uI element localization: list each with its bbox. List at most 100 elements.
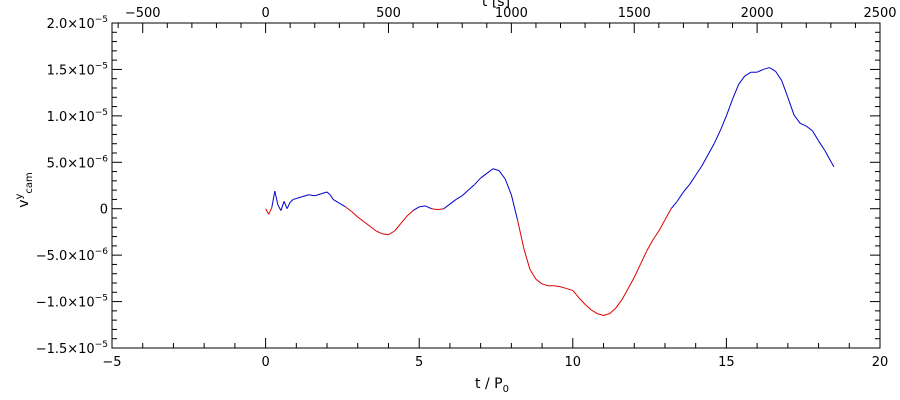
series-segment	[824, 149, 832, 162]
series-segment	[597, 313, 604, 316]
series-segment	[357, 216, 365, 223]
series-segment	[799, 122, 807, 127]
series-segment	[329, 194, 334, 200]
series	[265, 67, 835, 316]
y-tick-label: 0	[100, 203, 108, 218]
series-segment	[707, 143, 715, 156]
series-segment	[308, 194, 315, 197]
y-tick-label: 5.0×10−6	[47, 154, 109, 171]
y-tick-label: −5.0×10−6	[36, 247, 109, 264]
series-segment	[529, 268, 537, 280]
series-segment	[732, 84, 740, 100]
ticks	[111, 22, 881, 349]
series-segment	[793, 114, 801, 124]
series-segment	[277, 204, 282, 211]
series-segment	[615, 299, 623, 309]
series-segment	[664, 208, 672, 221]
series-segment	[566, 288, 573, 291]
series-segment	[560, 286, 567, 290]
series-segment	[584, 303, 592, 311]
x-tick-label: 10	[565, 355, 582, 370]
x-tick-label: 20	[872, 355, 889, 370]
x-tick-label: −5	[102, 355, 121, 370]
series-segment	[818, 140, 826, 151]
top-x-tick-label: 2000	[741, 6, 774, 21]
series-segment	[271, 190, 276, 208]
series-segment	[419, 205, 426, 208]
series-segment	[830, 161, 835, 168]
plot-frame	[111, 22, 881, 349]
top-x-tick-label: 1000	[495, 6, 528, 21]
series-segment	[572, 290, 580, 299]
top-x-axis-title: t [s]	[482, 0, 510, 10]
series-segment	[609, 307, 617, 315]
series-segment	[670, 200, 678, 210]
series-segment	[265, 208, 270, 215]
y-tick-label: −1.5×10−5	[36, 340, 108, 357]
series-segment	[633, 264, 641, 278]
series-segment	[738, 75, 746, 85]
series-segment	[695, 165, 703, 176]
series-segment	[388, 230, 395, 236]
series-segment	[492, 168, 500, 172]
x-axis-title: t / P0	[475, 376, 509, 395]
x-tick-label: 0	[261, 355, 269, 370]
series-segment	[268, 207, 273, 215]
series-segment	[603, 313, 610, 316]
series-segment	[781, 80, 789, 98]
series-segment	[339, 202, 346, 208]
series-segment	[449, 199, 457, 205]
series-segment	[286, 202, 291, 209]
series-segment	[394, 223, 402, 232]
series-segment	[719, 115, 727, 131]
top-x-tick-label: 2500	[863, 6, 896, 21]
series-segment	[468, 184, 475, 191]
series-segment	[787, 97, 795, 116]
series-segment	[775, 71, 783, 81]
series-segment	[646, 240, 654, 252]
series-segment	[627, 277, 635, 289]
series-segment	[811, 130, 819, 142]
series-segment	[296, 196, 303, 199]
series-segment	[363, 221, 371, 227]
series-segment	[314, 193, 322, 197]
y-tick-label: 1.0×10−5	[47, 108, 108, 125]
series-segment	[332, 199, 340, 204]
series-segment	[517, 219, 525, 248]
series-segment	[274, 190, 279, 206]
series-segment	[725, 98, 734, 117]
top-x-tick-label: 1500	[618, 6, 651, 21]
series-segment	[639, 251, 647, 265]
series-segment	[486, 168, 494, 174]
series-segment	[461, 189, 469, 197]
top-x-tick-label: 500	[376, 6, 401, 21]
y-tick-label: 2.0×10−5	[47, 15, 108, 32]
series-segment	[443, 203, 451, 210]
series-segment	[480, 173, 488, 179]
x-tick-label: 5	[415, 355, 423, 370]
top-x-tick-label: −500	[125, 6, 161, 21]
series-segment	[763, 67, 770, 70]
series-segment	[683, 184, 690, 193]
series-segment	[535, 278, 543, 285]
series-segment	[400, 215, 408, 224]
y-axis-title: vycam	[14, 172, 35, 208]
series-segment	[701, 154, 709, 167]
series-segment	[554, 285, 561, 288]
series-segment	[425, 205, 432, 210]
series-segment	[345, 206, 352, 212]
series-segment	[412, 206, 420, 211]
series-segment	[805, 125, 813, 132]
series-segment	[676, 191, 684, 202]
series-segment	[652, 230, 660, 241]
series-segment	[280, 201, 285, 211]
series-segment	[744, 71, 752, 77]
series-segment	[293, 198, 297, 200]
series-segment	[320, 191, 328, 195]
series-segment	[382, 233, 389, 236]
series-segment	[504, 178, 512, 195]
series-segment	[578, 297, 586, 305]
series-segment	[431, 208, 438, 211]
series-segment	[689, 175, 697, 185]
